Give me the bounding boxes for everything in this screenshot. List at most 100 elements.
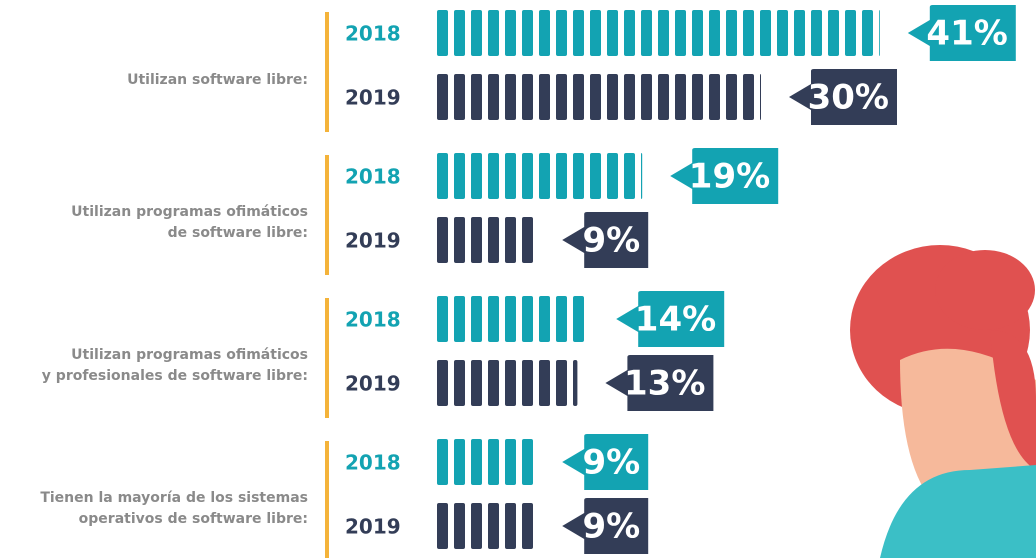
bar-segment [437,360,448,406]
value-label: 14% [635,300,716,340]
year-label: 2019 [345,86,401,110]
bar-segment [488,217,499,263]
value-label: 30% [808,78,889,118]
bar-segment [556,10,567,56]
bar-segment [556,296,567,342]
bar-segment [505,10,516,56]
bar-segment [590,74,601,120]
bar-segment [471,217,482,263]
bar-segment [471,74,482,120]
bar-segment [488,74,499,120]
bar-segment [488,360,499,406]
page: 201841%201930%201819%20199%201814%201913… [0,0,1036,558]
bar-segment [624,153,635,199]
bar [437,360,577,406]
bar-segment [692,10,703,56]
bar-segment [454,503,465,549]
bar-segment [590,10,601,56]
bar-segment [862,10,873,56]
bar-segment [556,74,567,120]
bar-segment [573,360,577,406]
bar-segment [539,360,550,406]
bar [437,503,533,549]
bar-segment [845,10,856,56]
bar-segment [471,360,482,406]
bar-segment [488,153,499,199]
bar-segment [488,296,499,342]
bar-segment [641,10,652,56]
bar-segment [505,153,516,199]
bar-segment [760,10,771,56]
bar-segment [488,10,499,56]
year-label: 2018 [345,451,401,475]
bar [437,296,584,342]
bar-segment [590,153,601,199]
bar-segment [539,10,550,56]
bar-segment [726,74,737,120]
category-label: Utilizan software libre: [0,70,308,91]
bar-segment [641,153,642,199]
bar-segment [692,74,703,120]
bar-segment [709,74,720,120]
bar-segment [641,74,652,120]
bar-segment [437,74,448,120]
value-label: 9% [582,221,640,261]
bar-segment [454,10,465,56]
bar-segment [658,10,669,56]
bar-segment [505,503,516,549]
bar-segment [726,10,737,56]
category-label: Utilizan programas ofimáticos y profesio… [0,345,308,387]
bar-segment [522,360,533,406]
bar-segment [556,153,567,199]
bar-segment [777,10,788,56]
bar-segment [573,10,584,56]
bar-segment [437,296,448,342]
bar-segment [454,153,465,199]
bar [437,153,642,199]
year-label: 2018 [345,308,401,332]
bar-segment [743,74,754,120]
category-label: Tienen la mayoría de los sistemas operat… [0,488,308,530]
bar [437,74,761,120]
value-label: 9% [582,443,640,483]
bar-segment [539,296,550,342]
bar-segment [573,153,584,199]
bar [437,217,533,263]
bar [437,10,880,56]
bar-segment [624,10,635,56]
bar-segment [539,74,550,120]
bar [437,439,533,485]
bar-segment [437,439,448,485]
group-divider [325,155,329,275]
group-divider [325,12,329,132]
bar-segment [505,217,516,263]
bar-segment [488,439,499,485]
bar-segment [624,74,635,120]
value-label: 41% [926,14,1007,54]
bar-segment [471,503,482,549]
bar-segment [437,10,448,56]
bar-segment [675,10,686,56]
bar-segment [437,503,448,549]
value-label: 19% [689,157,770,197]
bar-segment [794,10,805,56]
bar-segment [522,296,533,342]
bar-segment [522,439,533,485]
bar-segment [811,10,822,56]
bar-segment [658,74,669,120]
bar-segment [539,153,550,199]
year-label: 2019 [345,372,401,396]
category-label: Utilizan programas ofimáticos de softwar… [0,202,308,244]
group-divider [325,298,329,418]
bar-segment [573,296,584,342]
bar-segment [454,439,465,485]
bar-segment [454,217,465,263]
bar-segment [556,360,567,406]
bar-segment [437,217,448,263]
bar-segment [488,503,499,549]
year-label: 2019 [345,229,401,253]
year-label: 2019 [345,515,401,539]
bar-segment [454,296,465,342]
bar-segment [471,153,482,199]
bar-segment [505,296,516,342]
